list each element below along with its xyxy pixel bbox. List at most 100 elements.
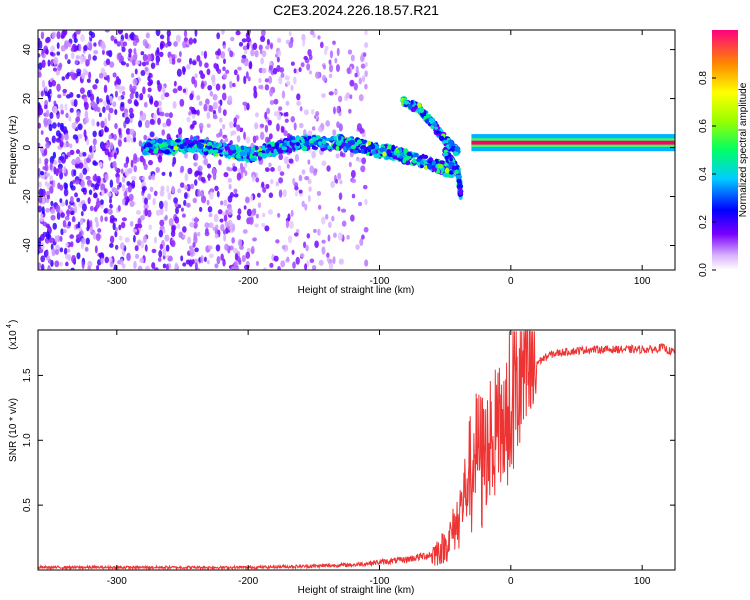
spectrogram-noise-mark [304,176,310,181]
spectrogram-noise-mark [227,195,233,203]
spectrogram-noise-mark [208,213,213,218]
spectrogram-noise-mark [38,53,41,58]
spectrogram-band-mark [411,158,418,164]
spectrogram-noise-mark [313,228,317,234]
spectrogram-noise-mark [192,242,196,248]
spectrogram-noise-mark [188,37,194,45]
spectrogram-noise-mark [112,72,117,78]
spectrogram-noise-mark [59,171,64,180]
spectrogram-noise-mark [59,261,63,267]
spectrogram-noise-mark [333,89,339,94]
spectrogram-noise-mark [121,91,126,96]
spectrogram-noise-mark [149,118,155,125]
spectrogram-noise-mark [151,248,157,254]
spectrogram-noise-mark [44,37,50,44]
spectrogram-noise-mark [93,49,99,55]
spectrogram-noise-mark [360,165,366,173]
spectrogram-noise-mark [45,109,50,118]
spectrogram-noise-mark [49,186,54,194]
spectrogram-noise-mark [335,153,340,159]
spectrogram-noise-mark [320,216,326,225]
spectrogram-noise-mark [221,92,227,101]
spectrogram-noise-mark [57,122,61,128]
spectrogram-noise-mark [135,210,141,215]
spectrogram-noise-mark [107,112,111,122]
spectrogram-noise-mark [64,133,69,141]
spectrogram-noise-mark [56,83,61,92]
spectrogram-noise-mark [254,223,259,228]
spectrogram-noise-mark [250,194,254,202]
spectrogram-noise-mark [328,59,332,65]
spectrogram-noise-mark [359,238,364,247]
spectrogram-noise-mark [316,190,322,196]
spectrogram-noise-mark [81,187,86,193]
spectrogram-noise-mark [38,71,42,78]
spectrogram-noise-mark [121,46,126,53]
spectrogram-noise-mark [130,32,135,41]
spectrogram-noise-mark [207,245,213,250]
spectrogram-noise-mark [298,122,304,129]
spectrogram-noise-mark [311,126,316,131]
spectrogram-noise-mark [293,68,297,74]
spectrogram-noise-mark [304,203,308,211]
spectrogram-noise-mark [60,212,65,218]
spectrogram-noise-mark [114,244,119,250]
spectrogram-band-mark [258,151,263,157]
spectrogram-noise-mark [301,169,306,175]
spectrogram-noise-mark [339,179,343,185]
spectrogram-noise-mark [248,60,253,69]
spectrogram-noise-mark [315,111,320,117]
spectrogram-noise-mark [227,95,233,103]
spectrogram-band-mark [200,143,204,149]
spectrogram-branch-mark [454,169,459,175]
spectrogram-branch-mark [456,183,464,189]
spectrogram-noise-mark [151,262,156,269]
spectrogram-noise-mark [200,51,204,56]
y-tick-label: -20 [22,189,33,204]
spectrogram-noise-mark [189,93,194,101]
spectrogram-noise-mark [196,231,201,237]
spectrogram-noise-mark [46,194,51,200]
spectrogram-band-mark [163,149,170,155]
spectrogram-noise-mark [124,190,128,198]
spectrogram-branch-mark [442,152,449,157]
spectrogram-noise-mark [79,55,84,61]
spectrogram-noise-mark [118,128,122,136]
spectrogram-band-mark [406,151,412,157]
spectrogram-noise-mark [292,261,296,269]
spectrogram-band-mark [240,145,245,151]
spectrogram-noise-mark [290,61,295,66]
spectrogram-noise-mark [52,206,56,213]
spectrogram-noise-mark [104,174,109,181]
spectrogram-noise-mark [328,259,334,264]
spectrogram-noise-mark [148,175,152,181]
spectrogram-x-axis: -300 -200 -100 0 100 [107,30,651,287]
spectrogram-noise-mark [56,42,60,50]
spectrogram-noise-mark [291,249,295,255]
spectrogram-band-mark [382,151,387,157]
spectrogram-noise-mark [73,169,77,177]
spectrogram-branch-mark [453,150,459,157]
spectrogram-band-mark [356,139,362,145]
spectrogram-noise-mark [149,131,155,138]
spectrogram-noise-mark [318,259,324,266]
spectrogram-band-mark [420,158,424,165]
spectrogram-noise-mark [183,199,187,206]
spectrogram-noise-mark [209,90,214,97]
spectrogram-noise-mark [80,179,85,189]
spectrogram-noise-mark [69,92,74,98]
spectrogram-noise-mark [159,243,164,250]
spectrogram-noise-mark [82,151,87,157]
spectrogram-noise-mark [52,151,57,159]
spectrogram-noise-mark [276,37,282,43]
spectrogram-noise-mark [212,110,217,115]
spectrogram-band-mark [423,161,429,165]
spectrogram-noise-mark [92,55,97,61]
spectrogram-noise-mark [139,257,144,263]
spectrogram-noise-mark [223,58,226,65]
spectrogram-noise-mark [242,45,248,51]
spectrogram-noise-mark [231,237,235,244]
spectrogram-noise-mark [325,120,331,127]
spectrogram-noise-mark [270,166,275,172]
spectrogram-band-mark [328,137,334,141]
